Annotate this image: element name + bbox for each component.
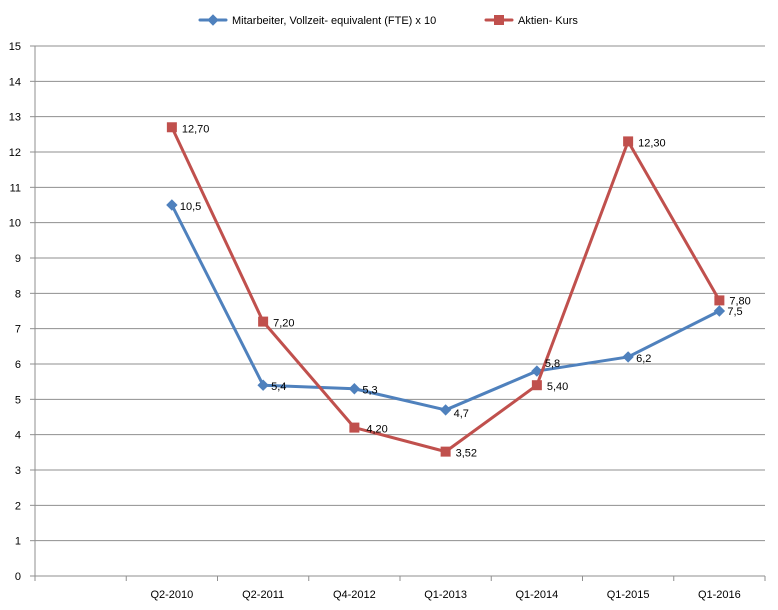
x-tick-label: Q4-2012 bbox=[333, 589, 376, 601]
y-tick-label: 0 bbox=[15, 571, 21, 583]
y-tick-label: 6 bbox=[15, 359, 21, 371]
data-label: 7,5 bbox=[727, 306, 742, 318]
data-label: 12,70 bbox=[182, 123, 210, 135]
legend-item-1: Mitarbeiter, Vollzeit- equivalent (FTE) … bbox=[198, 14, 436, 27]
data-point-diamond bbox=[439, 404, 452, 416]
data-point-diamond bbox=[713, 305, 726, 317]
data-point-diamond bbox=[207, 14, 219, 26]
y-tick-label: 5 bbox=[15, 394, 21, 406]
data-point-diamond bbox=[166, 199, 178, 211]
data-point-diamond bbox=[531, 365, 543, 377]
data-point-diamond bbox=[348, 383, 361, 395]
data-label: 10,5 bbox=[180, 201, 201, 213]
x-tick-label: Q1-2014 bbox=[515, 589, 558, 601]
series-layer bbox=[166, 122, 726, 457]
y-tick-label: 14 bbox=[9, 76, 21, 88]
data-label: 7,80 bbox=[729, 295, 750, 307]
series-2 bbox=[166, 122, 725, 457]
data-point-square bbox=[494, 15, 504, 25]
data-point-square bbox=[714, 295, 725, 306]
data-label: 7,20 bbox=[273, 318, 294, 330]
data-label: 4,20 bbox=[366, 424, 387, 436]
data-label: 6,2 bbox=[636, 353, 651, 365]
y-tick-label: 10 bbox=[9, 218, 21, 230]
data-point-square bbox=[349, 422, 360, 433]
data-point-square bbox=[623, 136, 634, 147]
legend-item-2: Aktien- Kurs bbox=[484, 15, 578, 27]
data-point-square bbox=[258, 316, 269, 327]
legend-label: Aktien- Kurs bbox=[518, 15, 578, 27]
data-point-diamond bbox=[257, 379, 269, 391]
y-tick-label: 12 bbox=[9, 147, 21, 159]
x-tick-label: Q2-2011 bbox=[242, 589, 284, 601]
y-tick-label: 1 bbox=[15, 536, 21, 548]
data-label: 3,52 bbox=[456, 448, 477, 460]
y-tick-label: 15 bbox=[9, 41, 21, 53]
data-labels-layer: 10,5 5,4 5,3 4,7 5,8 6,2 7,5 12,70 7,20 4,20 3,52 5… bbox=[180, 123, 751, 459]
y-tick-label: 9 bbox=[15, 253, 21, 265]
x-tick-label: Q1-2015 bbox=[607, 589, 650, 601]
data-label: 12,30 bbox=[638, 137, 666, 149]
y-tick-label: 2 bbox=[15, 500, 21, 512]
data-label: 5,8 bbox=[545, 358, 560, 370]
data-point-diamond bbox=[622, 351, 634, 363]
y-tick-label: 4 bbox=[15, 430, 21, 442]
legend-label: Mitarbeiter, Vollzeit- equivalent (FTE) … bbox=[232, 15, 436, 27]
y-tick-label: 7 bbox=[15, 324, 21, 336]
data-label: 5,40 bbox=[547, 381, 568, 393]
y-tick-label: 13 bbox=[9, 112, 21, 124]
y-tick-label: 8 bbox=[15, 288, 21, 300]
x-tick-label: Q1-2013 bbox=[424, 589, 467, 601]
data-point-square bbox=[166, 122, 177, 133]
data-label: 5,3 bbox=[362, 385, 377, 397]
x-tick-label: Q2-2010 bbox=[150, 589, 193, 601]
y-tick-label: 11 bbox=[10, 182, 21, 194]
series-1 bbox=[166, 199, 726, 416]
y-tick-label: 3 bbox=[15, 465, 21, 477]
legend: Mitarbeiter, Vollzeit- equivalent (FTE) … bbox=[198, 14, 578, 27]
x-tick-label: Q1-2016 bbox=[698, 589, 741, 601]
data-point-square bbox=[531, 380, 542, 391]
data-point-square bbox=[440, 446, 451, 457]
data-label: 5,4 bbox=[271, 381, 286, 393]
data-label: 4,7 bbox=[454, 408, 469, 420]
